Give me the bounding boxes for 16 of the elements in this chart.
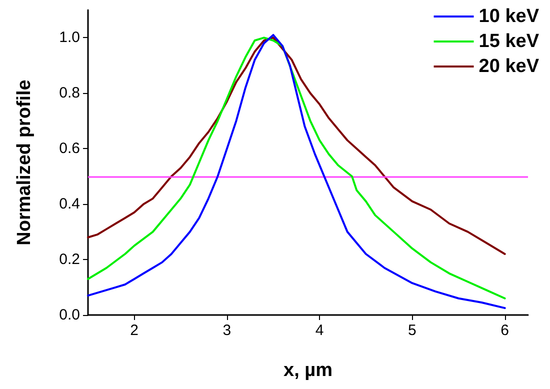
legend-label: 15 keV xyxy=(478,31,540,52)
y-tick-label: 0.0 xyxy=(59,306,80,324)
y-tick-label: 0.2 xyxy=(59,251,80,268)
y-tick-label: 0.4 xyxy=(59,196,80,213)
x-tick-label: 2 xyxy=(130,322,138,339)
x-tick-label: 5 xyxy=(408,322,416,339)
x-axis-title: x, µm xyxy=(284,360,332,381)
y-tick-label: 0.8 xyxy=(59,84,80,102)
x-tick-label: 3 xyxy=(222,322,232,339)
x-tick-label: 4 xyxy=(315,322,324,339)
y-axis-title: Normalized profile xyxy=(14,80,35,246)
y-tick-label: 1.0 xyxy=(59,29,80,46)
legend-label: 10 keV xyxy=(478,6,540,27)
x-tick-label: 6 xyxy=(500,322,510,339)
legend-label: 20 keV xyxy=(478,56,540,77)
y-tick-label: 0.6 xyxy=(59,140,80,158)
